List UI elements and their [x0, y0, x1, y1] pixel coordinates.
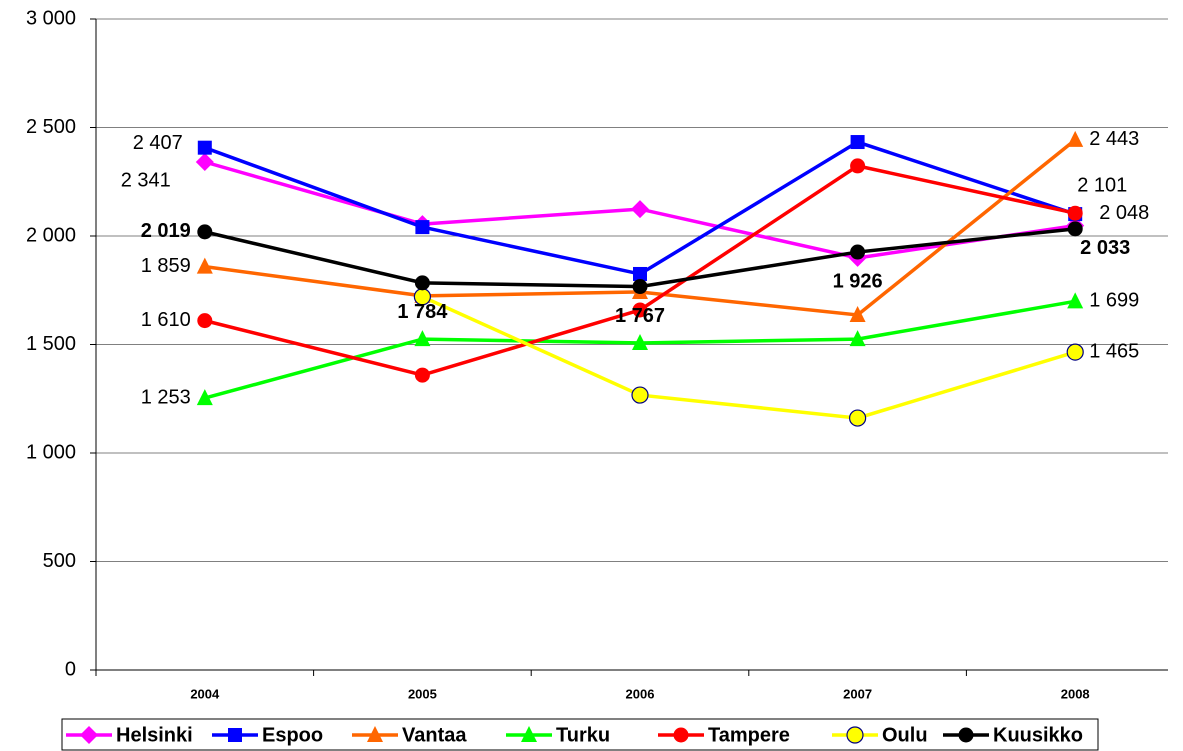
- point: [195, 153, 214, 172]
- point: [850, 158, 866, 174]
- point: [1067, 221, 1083, 237]
- point: [632, 333, 648, 350]
- legend-item: Espoo: [212, 724, 323, 746]
- legend-label: Turku: [556, 724, 610, 746]
- point: [414, 367, 430, 383]
- data-label: 2 101: [1077, 174, 1127, 196]
- x-tick-label: 2006: [626, 686, 655, 701]
- point: [849, 330, 866, 347]
- point: [414, 330, 431, 347]
- point: [631, 200, 649, 219]
- legend-item: Turku: [506, 724, 610, 746]
- point: [1067, 130, 1084, 147]
- legend-item: Tampere: [658, 724, 790, 746]
- y-tick-label: 1 500: [26, 333, 76, 355]
- legend-marker: [228, 728, 242, 742]
- legend-label: Vantaa: [402, 724, 467, 746]
- data-label: 2 341: [121, 169, 171, 191]
- data-label: 2 407: [133, 132, 183, 154]
- data-label: 2 443: [1089, 128, 1139, 150]
- x-tick-label: 2007: [843, 686, 872, 701]
- point: [633, 266, 647, 281]
- point: [196, 389, 213, 406]
- y-tick-label: 2 000: [26, 224, 76, 246]
- series: 1 253 1 699: [141, 290, 1140, 409]
- legend-marker: [846, 726, 864, 744]
- x-tick-label: 2008: [1061, 686, 1090, 701]
- point: [1067, 205, 1083, 221]
- series: 2 407 2 101: [133, 132, 1127, 281]
- legend-marker: [673, 727, 689, 743]
- legend-item: Oulu: [832, 724, 928, 746]
- y-tick-label: 3 000: [26, 7, 76, 29]
- legend-marker: [958, 727, 974, 743]
- point: [850, 244, 866, 260]
- point: [849, 305, 866, 322]
- point: [848, 409, 867, 427]
- point: [850, 135, 865, 150]
- data-label: 2 033: [1080, 237, 1130, 259]
- data-label: 1 767: [615, 305, 665, 327]
- point: [631, 386, 649, 404]
- y-tick-label: 0: [65, 658, 76, 680]
- data-label: 1 699: [1089, 290, 1139, 312]
- legend-marker: [521, 726, 537, 742]
- series: 2 019 1 784 1 767 1 926 2 033: [141, 220, 1130, 327]
- legend-label: Espoo: [262, 724, 323, 746]
- y-tick-label: 2 500: [26, 116, 76, 138]
- legend-label: Tampere: [708, 724, 790, 746]
- legend-item: Helsinki: [66, 724, 193, 746]
- point: [632, 279, 648, 295]
- data-label: 1 253: [141, 386, 191, 408]
- data-label: 2 048: [1099, 202, 1149, 224]
- legend-marker: [80, 726, 98, 744]
- point: [196, 257, 213, 274]
- point: [414, 275, 430, 291]
- y-tick-label: 500: [43, 550, 76, 572]
- data-label: 1 926: [833, 270, 883, 292]
- series-line: [421, 295, 1076, 420]
- point: [1067, 292, 1084, 309]
- point: [415, 220, 430, 235]
- data-label: 1 859: [141, 255, 191, 277]
- x-tick-label: 2005: [408, 686, 437, 701]
- legend-item: Kuusikko: [943, 724, 1083, 746]
- point: [197, 140, 212, 155]
- point: [632, 302, 648, 318]
- series: 1 610: [141, 158, 1083, 383]
- y-tick-label: 1 000: [26, 441, 76, 463]
- data-label: 1 784: [397, 301, 448, 323]
- point: [197, 224, 213, 240]
- legend-label: Kuusikko: [993, 724, 1083, 746]
- point: [197, 313, 213, 329]
- point: [1066, 343, 1084, 361]
- data-label: 1 465: [1089, 340, 1139, 362]
- legend-item: Vantaa: [352, 724, 467, 746]
- x-tick-label: 2004: [190, 686, 220, 701]
- legend-marker: [367, 726, 383, 742]
- legend-label: Helsinki: [116, 724, 193, 746]
- data-label: 1 610: [141, 309, 191, 331]
- data-label: 2 019: [141, 220, 191, 242]
- legend-label: Oulu: [882, 724, 928, 746]
